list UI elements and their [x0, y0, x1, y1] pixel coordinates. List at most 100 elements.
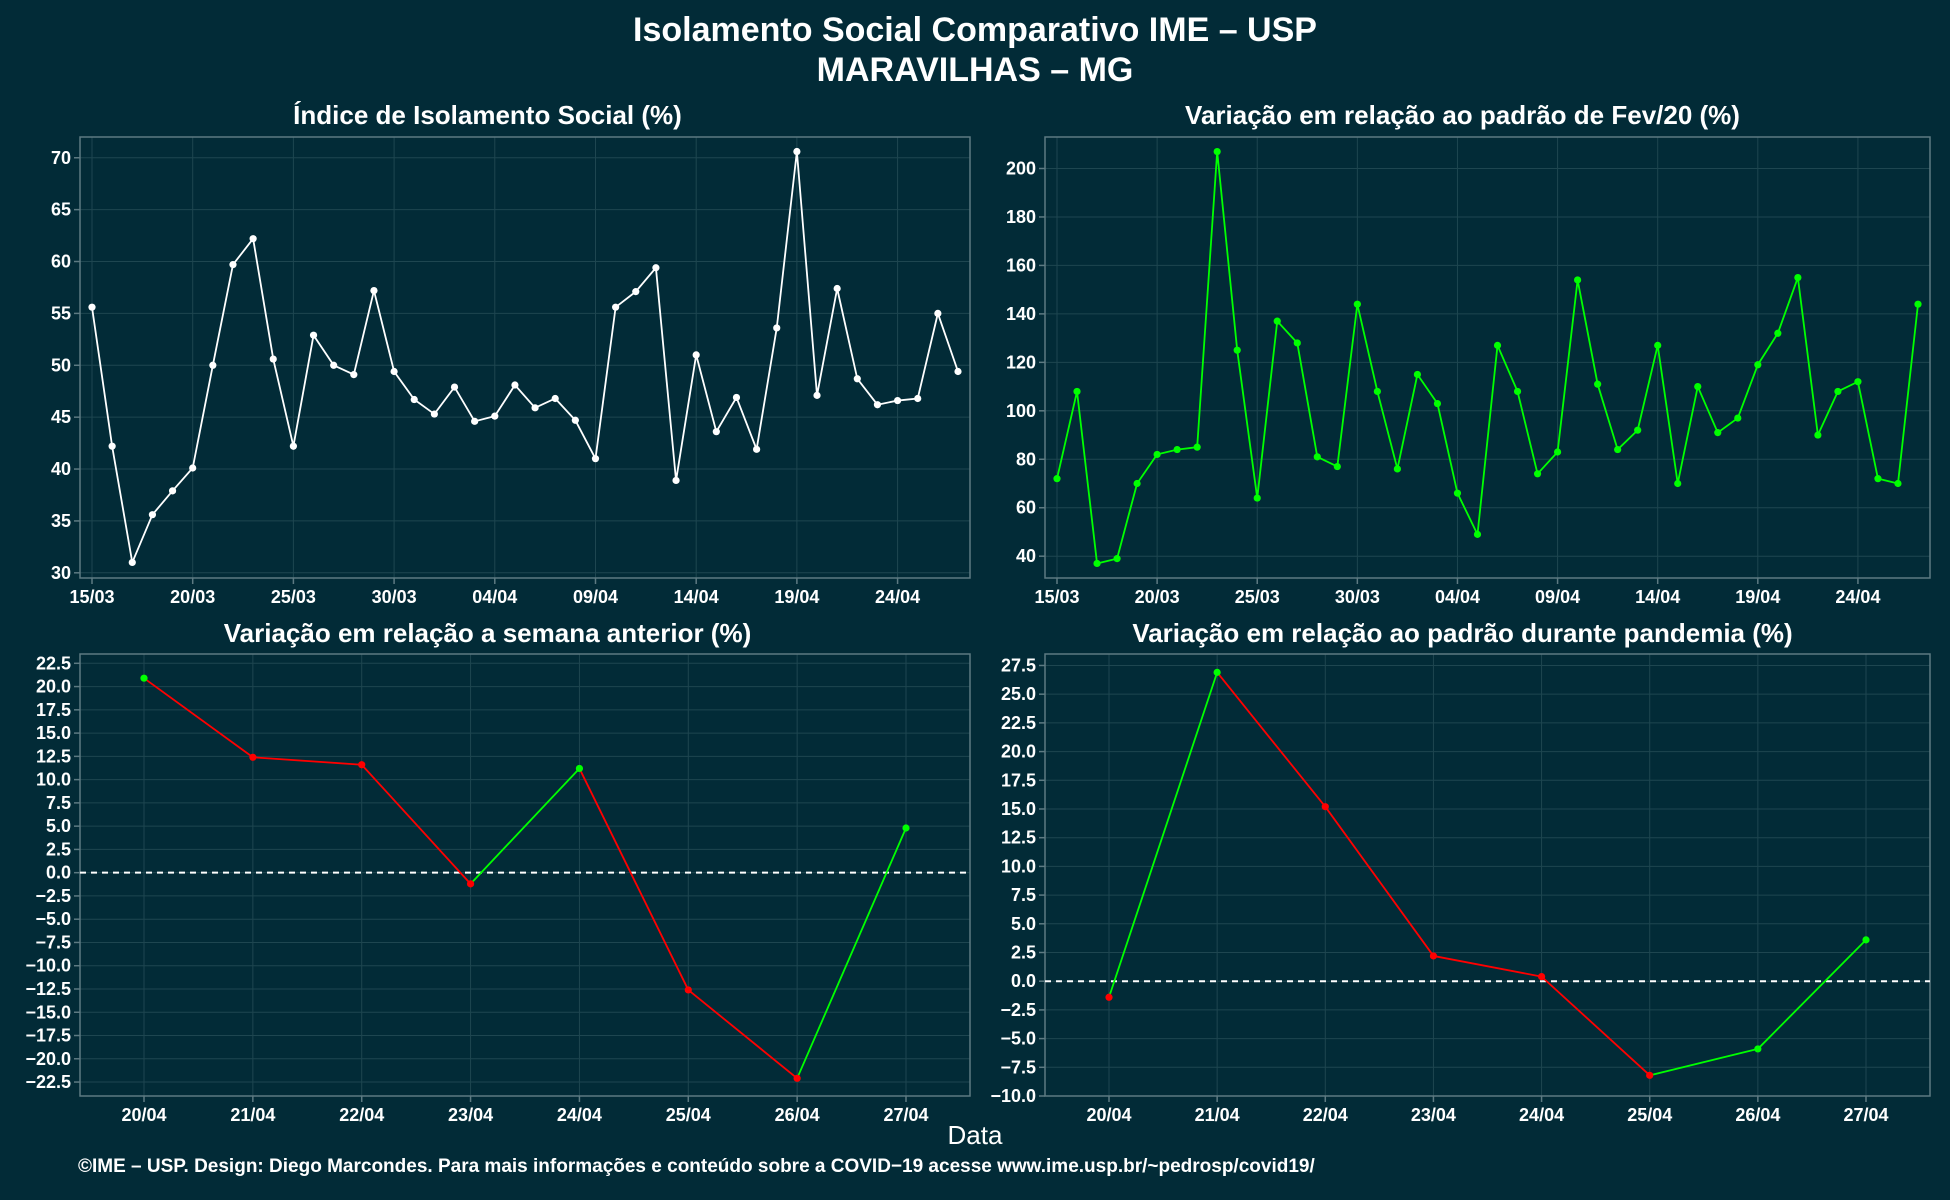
- data-point: [1173, 445, 1181, 454]
- data-point: [491, 412, 499, 420]
- x-axis-title: Data: [947, 1120, 1003, 1150]
- chart-variation-feb: 40 60 80 100 120 140 160 180 200 15/03 20/03 25/03 3…: [1006, 136, 1931, 607]
- y-tick-label: 0.0: [46, 863, 71, 883]
- data-point: [450, 383, 459, 391]
- data-point: [1313, 453, 1321, 461]
- series-segment: [1216, 671, 1326, 808]
- y-tick-label: −10.0: [990, 1086, 1036, 1106]
- series-segment: [252, 756, 362, 766]
- data-point: [813, 391, 821, 399]
- y-tick-label: 100: [1006, 401, 1036, 421]
- panel-isolation-index: Índice de Isolamento Social (%) 30 35 40 45…: [0, 100, 975, 610]
- data-point: [672, 476, 680, 485]
- y-tick-label: −10.0: [25, 956, 71, 976]
- data-point: [1594, 380, 1602, 388]
- data-point: [1674, 479, 1682, 488]
- data-point: [410, 395, 418, 404]
- x-tick-label: 14/04: [1635, 587, 1680, 607]
- y-tick-label: 55: [51, 303, 71, 323]
- data-point: [753, 445, 761, 453]
- y-tick-label: 40: [51, 459, 71, 479]
- x-tick-label: 24/04: [1519, 1105, 1564, 1125]
- data-point: [1213, 147, 1221, 156]
- plot-border: [79, 136, 971, 579]
- data-point: [833, 284, 841, 293]
- y-tick-label: 20.0: [36, 677, 71, 697]
- x-tick-label: 20/04: [1086, 1105, 1131, 1125]
- x-tick-label: 30/03: [372, 587, 417, 607]
- y-tick-label: −7.5: [35, 932, 71, 952]
- y-tick-label: 25.0: [1001, 684, 1036, 704]
- y-tick-label: −7.5: [1000, 1057, 1036, 1077]
- data-point: [1774, 329, 1782, 337]
- y-tick-label: −15.0: [25, 1002, 71, 1022]
- x-tick-label: 04/04: [472, 587, 517, 607]
- y-tick-label: 17.5: [36, 700, 71, 720]
- x-tick-label: 19/04: [774, 587, 819, 607]
- data-point: [1073, 387, 1081, 396]
- series-segment: [1540, 975, 1651, 1076]
- data-point: [954, 367, 962, 376]
- y-tick-label: 0.0: [1011, 971, 1036, 991]
- y-tick-label: 27.5: [1001, 655, 1036, 675]
- main-title-line2: MARAVILHAS – MG: [816, 51, 1134, 89]
- data-point: [88, 303, 96, 311]
- data-point: [168, 487, 177, 495]
- data-point: [793, 1074, 801, 1082]
- data-point: [249, 235, 257, 243]
- data-point: [1914, 300, 1922, 308]
- y-tick-label: 40: [1016, 546, 1036, 566]
- x-tick-label: 22/04: [1303, 1105, 1348, 1125]
- main-title: Isolamento Social Comparativo IME – USP …: [0, 10, 1950, 90]
- data-point: [309, 331, 318, 339]
- data-point: [914, 394, 922, 403]
- data-point: [1213, 668, 1221, 676]
- data-point: [466, 880, 475, 888]
- x-tick-label: 22/04: [339, 1105, 384, 1125]
- data-point: [1193, 443, 1201, 451]
- data-point: [1321, 803, 1329, 811]
- series-segment: [1649, 1048, 1759, 1077]
- data-point: [591, 455, 600, 463]
- data-point: [1353, 300, 1361, 308]
- data-point: [1113, 555, 1121, 563]
- data-point: [773, 324, 781, 332]
- data-point: [1253, 494, 1261, 502]
- y-tick-label: 140: [1006, 304, 1036, 324]
- chart-variation-week: −22.5 −20.0 −17.5 −15.0 −12.5 −10.0 −7.5 −5.0 −2…: [25, 653, 971, 1125]
- y-tick-label: 7.5: [1011, 885, 1036, 905]
- x-tick-label: 21/04: [230, 1105, 275, 1125]
- y-tick-label: 120: [1006, 352, 1036, 372]
- data-point: [1513, 387, 1522, 396]
- data-point: [249, 753, 257, 761]
- data-point: [1694, 382, 1702, 391]
- data-point: [531, 404, 539, 412]
- data-point: [632, 288, 640, 296]
- y-tick-label: 15.0: [36, 723, 71, 743]
- y-tick-label: 2.5: [1011, 942, 1036, 962]
- y-tick-label: 15.0: [1001, 799, 1036, 819]
- data-point: [140, 674, 148, 682]
- data-point: [1734, 414, 1742, 422]
- data-point: [1493, 341, 1502, 349]
- data-point: [1093, 559, 1101, 568]
- data-point: [612, 303, 620, 311]
- y-tick-label: −17.5: [25, 1026, 71, 1046]
- data-point: [1153, 450, 1161, 459]
- y-tick-label: 80: [1016, 449, 1036, 469]
- x-tick-label: 23/04: [1411, 1105, 1456, 1125]
- data-point: [893, 396, 902, 405]
- data-point: [1614, 445, 1622, 454]
- data-point: [934, 309, 942, 317]
- data-point: [1834, 387, 1842, 396]
- data-point: [1894, 479, 1902, 488]
- y-tick-label: 17.5: [1001, 770, 1036, 790]
- y-tick-label: −5.0: [35, 909, 71, 929]
- data-point: [712, 428, 720, 436]
- data-point: [1646, 1071, 1654, 1079]
- panel-variation-pandemic: Variação em relação ao padrão durante pa…: [975, 618, 1950, 1125]
- panel-variation-week: Variação em relação a semana anterior (%…: [0, 618, 975, 1125]
- x-tick-label: 20/03: [1135, 587, 1180, 607]
- data-point: [575, 764, 584, 773]
- x-tick-label: 19/04: [1735, 587, 1780, 607]
